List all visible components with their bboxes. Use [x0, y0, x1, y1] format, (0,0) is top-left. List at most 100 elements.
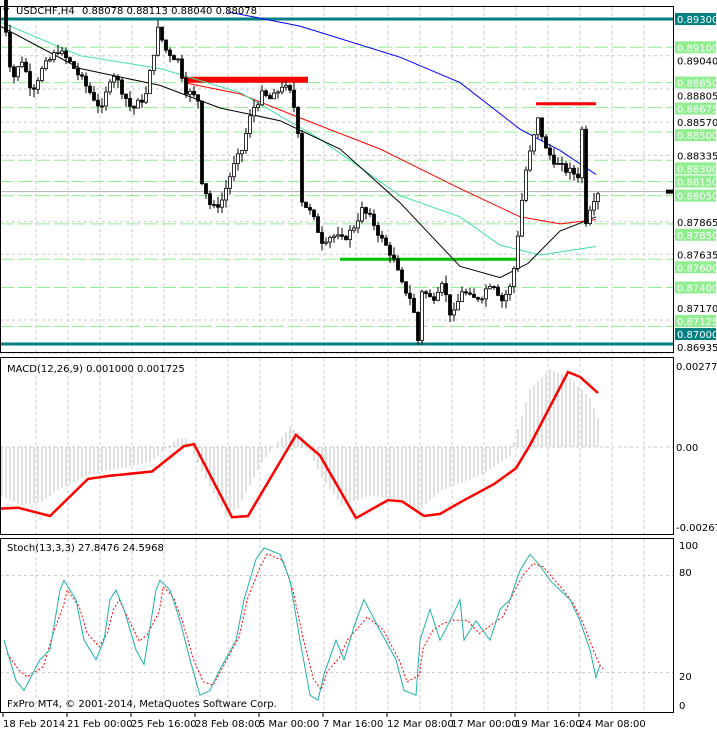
candle [452, 309, 456, 316]
candle [232, 163, 236, 178]
ma-green-line [0, 21, 597, 256]
candle [52, 52, 56, 60]
stoch-axis-label: 100 [679, 541, 698, 552]
candle [292, 89, 296, 108]
candle [504, 293, 508, 302]
candle [12, 66, 16, 78]
candle [216, 204, 220, 208]
candle [584, 128, 588, 224]
axes: 0.89300 0.89100 0.89040 0.88850 0.88805 0.886… [2, 13, 717, 730]
candle [200, 100, 204, 185]
candle [72, 61, 76, 69]
candle [588, 209, 592, 224]
candle [360, 207, 364, 222]
candle [168, 49, 172, 56]
candle [264, 90, 268, 96]
candle [468, 292, 472, 295]
candle [184, 77, 188, 95]
candle [128, 98, 132, 107]
moving-averages [0, 11, 597, 279]
level-label: 0.89100 [677, 43, 717, 54]
major-level-label-bg [675, 328, 716, 340]
candle [100, 105, 104, 108]
price-scale-label: 0.87170 [677, 304, 717, 315]
major-level-label-bg [675, 13, 716, 25]
candle [552, 154, 556, 165]
candle [356, 220, 360, 229]
candle [176, 58, 180, 61]
candle [508, 286, 512, 295]
candle [208, 193, 212, 205]
candle [368, 212, 372, 215]
time-label: 17 Mar 00:00 [451, 719, 518, 730]
candle [172, 55, 176, 61]
price-scale-label: 0.88570 [677, 118, 717, 129]
candle [332, 235, 336, 238]
candle [240, 150, 244, 155]
candle [472, 293, 476, 298]
ohlc-readout: 0.88078 0.88113 0.88040 0.88078 [82, 6, 257, 17]
candle [420, 291, 424, 341]
candle [364, 207, 368, 214]
candle [248, 115, 252, 134]
candle [224, 187, 228, 201]
candle [68, 57, 72, 63]
candle [80, 74, 84, 77]
candle [92, 92, 96, 101]
candle [204, 183, 208, 195]
candle [448, 294, 452, 316]
candle [148, 70, 152, 95]
candle [344, 235, 348, 241]
candle [296, 107, 300, 134]
candle [520, 199, 524, 237]
candle [580, 128, 584, 179]
candle [48, 59, 52, 62]
candle [316, 216, 320, 233]
candle [88, 85, 92, 93]
dropdown-arrow-icon[interactable]: ▼ [3, 6, 10, 15]
candle [328, 236, 332, 243]
candle [528, 150, 532, 171]
candle [136, 99, 140, 109]
price-scale-label: 0.88805 [677, 92, 717, 103]
candle [568, 167, 572, 173]
candle [140, 99, 144, 103]
candle [548, 147, 552, 156]
candle [280, 86, 284, 93]
symbol-title: USDCHF,H4 [16, 6, 75, 17]
level-label-bg [675, 175, 716, 188]
level-label: 0.87400 [677, 283, 717, 294]
candle [76, 68, 80, 76]
candle [556, 163, 560, 165]
candle [320, 232, 324, 244]
stoch-axis-label: 0 [679, 701, 685, 712]
candle [96, 99, 100, 107]
price-scale-label: 0.86935 [677, 343, 717, 354]
candle [4, 0, 8, 33]
candle [252, 107, 256, 117]
candle [440, 283, 444, 293]
stochastic-panel [0, 547, 674, 701]
ma-blue-line [227, 11, 597, 175]
candle [428, 293, 432, 298]
candle [244, 133, 248, 151]
macd-axis-label: 0.00 [676, 443, 698, 454]
candle [372, 213, 376, 226]
candle [404, 281, 408, 294]
candle [408, 292, 412, 299]
candle [188, 90, 192, 95]
candle [340, 234, 344, 237]
macd-label: MACD(12,26,9) 0.001000 0.001725 [7, 364, 185, 375]
candle [564, 163, 568, 173]
time-label: 5 Mar 00:00 [259, 719, 319, 730]
candle [416, 312, 420, 341]
time-label: 7 Mar 16:00 [323, 719, 383, 730]
candle [268, 95, 272, 100]
candle [460, 291, 464, 302]
stoch-axis-label: 80 [679, 568, 692, 579]
time-label: 19 Mar 16:00 [515, 719, 582, 730]
price-levels [0, 17, 674, 346]
candle [336, 234, 340, 237]
level-label: 0.88500 [677, 131, 717, 142]
